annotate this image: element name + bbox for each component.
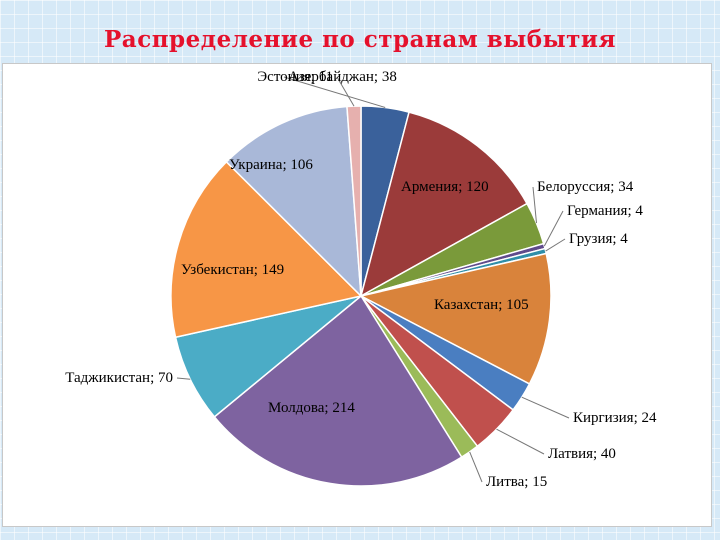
slice-label-8: Латвия; 40: [548, 446, 616, 462]
pie-slices: [170, 105, 552, 487]
slice-label-9: Литва; 15: [486, 474, 547, 490]
slice-label-2: Армения; 120: [401, 179, 489, 195]
chart-panel: Азербайджан; 38 Армения; 120 Белоруссия; 3…: [2, 63, 712, 527]
leader-line-8: [496, 428, 545, 455]
slice-label-13: Украина; 106: [229, 157, 313, 173]
slice-label-4: Германия; 4: [567, 203, 643, 219]
pie-slice-6: [358, 252, 552, 385]
slice-label-1: Азербайджан; 38: [288, 69, 397, 85]
leader-line-14: [336, 76, 355, 107]
slice-label-6: Казахстан; 105: [434, 297, 529, 313]
leader-line-5: [545, 238, 566, 252]
slice-labels: Азербайджан; 38 Армения; 120 Белоруссия; 3…: [65, 69, 657, 490]
slice-label-7: Киргизия; 24: [573, 410, 657, 426]
pie-slice-13: [225, 105, 362, 298]
pie-slice-14: [346, 105, 362, 297]
pie-slice-12: [170, 160, 363, 339]
pie-chart: Азербайджан; 38 Армения; 120 Белоруссия; 3…: [65, 69, 657, 490]
pie-slice-2: [359, 111, 529, 298]
leader-lines: [176, 76, 570, 483]
slice-label-12: Узбекистан; 149: [181, 262, 284, 278]
slice-label-10: Молдова; 214: [268, 400, 355, 416]
slice-label-14: Эстония; 11: [257, 69, 333, 85]
leader-line-11: [176, 377, 191, 380]
leader-line-1: [283, 76, 386, 108]
slice-label-5: Грузия; 4: [569, 231, 628, 247]
slice-label-3: Белоруссия; 34: [537, 179, 634, 195]
slide-title: Распределение по странам выбытия: [104, 26, 616, 53]
leader-line-9: [469, 451, 483, 483]
leader-line-3: [532, 186, 537, 224]
leader-line-7: [521, 396, 570, 419]
pie-slice-10: [213, 294, 463, 487]
slice-label-11: Таджикистан; 70: [65, 370, 173, 386]
leader-line-4: [543, 210, 564, 247]
